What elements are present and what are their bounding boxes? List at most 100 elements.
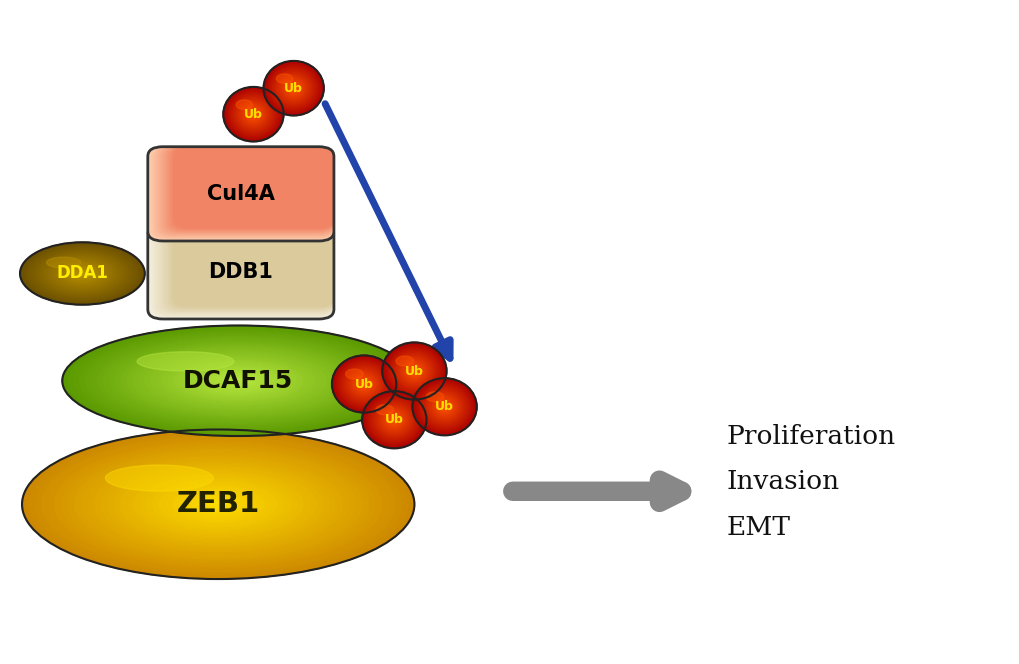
Ellipse shape [205,499,231,509]
Ellipse shape [37,250,128,296]
Ellipse shape [347,370,380,398]
Ellipse shape [345,368,382,400]
Text: Ub: Ub [244,108,263,121]
Text: EMT: EMT [726,515,790,540]
Ellipse shape [399,358,429,384]
Ellipse shape [334,357,393,411]
FancyBboxPatch shape [149,224,333,318]
Ellipse shape [413,370,415,372]
Ellipse shape [383,343,445,398]
Ellipse shape [353,374,374,394]
Ellipse shape [442,405,446,408]
Ellipse shape [107,462,329,546]
Ellipse shape [369,398,419,442]
Ellipse shape [215,373,262,388]
Ellipse shape [381,408,407,431]
Ellipse shape [41,253,124,294]
Ellipse shape [441,404,447,410]
Ellipse shape [431,395,458,418]
Ellipse shape [126,346,350,416]
Ellipse shape [137,352,233,371]
Ellipse shape [418,383,471,430]
Ellipse shape [358,378,370,390]
FancyBboxPatch shape [151,147,333,240]
Ellipse shape [409,367,420,376]
Ellipse shape [226,377,250,384]
Ellipse shape [47,256,117,291]
Ellipse shape [249,110,258,119]
Ellipse shape [209,372,267,390]
FancyBboxPatch shape [149,147,333,240]
Ellipse shape [270,67,317,109]
Ellipse shape [378,406,410,434]
Ellipse shape [252,114,254,115]
Ellipse shape [145,351,332,410]
Ellipse shape [278,74,309,102]
Ellipse shape [391,351,436,391]
Ellipse shape [68,327,409,434]
FancyBboxPatch shape [173,147,333,228]
Ellipse shape [150,353,326,408]
Ellipse shape [332,357,394,412]
Ellipse shape [231,94,275,134]
Ellipse shape [281,77,306,99]
Ellipse shape [420,385,469,429]
FancyBboxPatch shape [148,224,333,319]
Text: Ub: Ub [355,378,373,390]
Ellipse shape [428,392,461,421]
Ellipse shape [404,361,425,380]
Text: Proliferation: Proliferation [726,424,895,448]
Ellipse shape [229,92,277,136]
Ellipse shape [364,393,424,446]
Ellipse shape [338,361,389,407]
Text: Ub: Ub [384,413,404,426]
Ellipse shape [435,399,452,414]
Ellipse shape [427,392,462,422]
Ellipse shape [360,380,368,388]
Ellipse shape [272,69,315,108]
Ellipse shape [159,482,277,527]
Ellipse shape [79,331,396,430]
Ellipse shape [367,396,421,444]
Ellipse shape [370,399,418,441]
Ellipse shape [140,474,297,534]
FancyBboxPatch shape [164,224,333,311]
Ellipse shape [271,68,316,108]
Ellipse shape [244,105,263,124]
FancyBboxPatch shape [148,224,333,319]
Ellipse shape [74,270,91,278]
FancyBboxPatch shape [167,147,333,232]
Ellipse shape [398,357,430,385]
FancyBboxPatch shape [163,224,333,311]
Ellipse shape [341,364,386,404]
FancyBboxPatch shape [155,147,333,237]
Ellipse shape [81,452,356,556]
Ellipse shape [113,464,323,544]
Ellipse shape [225,89,281,139]
Ellipse shape [373,400,416,439]
Ellipse shape [264,62,323,115]
Ellipse shape [396,356,431,386]
FancyBboxPatch shape [173,224,333,307]
Ellipse shape [384,411,404,428]
Ellipse shape [168,359,309,403]
FancyBboxPatch shape [160,224,333,313]
Ellipse shape [72,268,93,279]
Ellipse shape [234,97,272,131]
Ellipse shape [263,61,324,116]
Ellipse shape [248,109,259,120]
Ellipse shape [343,366,384,402]
Ellipse shape [65,265,99,282]
Ellipse shape [121,344,356,418]
Ellipse shape [386,413,401,426]
Ellipse shape [394,354,433,388]
Ellipse shape [375,405,393,415]
Text: Ub: Ub [435,400,453,413]
Ellipse shape [290,86,297,91]
Ellipse shape [393,419,395,421]
Ellipse shape [240,102,266,126]
Ellipse shape [232,379,244,382]
Ellipse shape [384,345,444,398]
Ellipse shape [374,402,415,438]
FancyBboxPatch shape [169,224,333,309]
